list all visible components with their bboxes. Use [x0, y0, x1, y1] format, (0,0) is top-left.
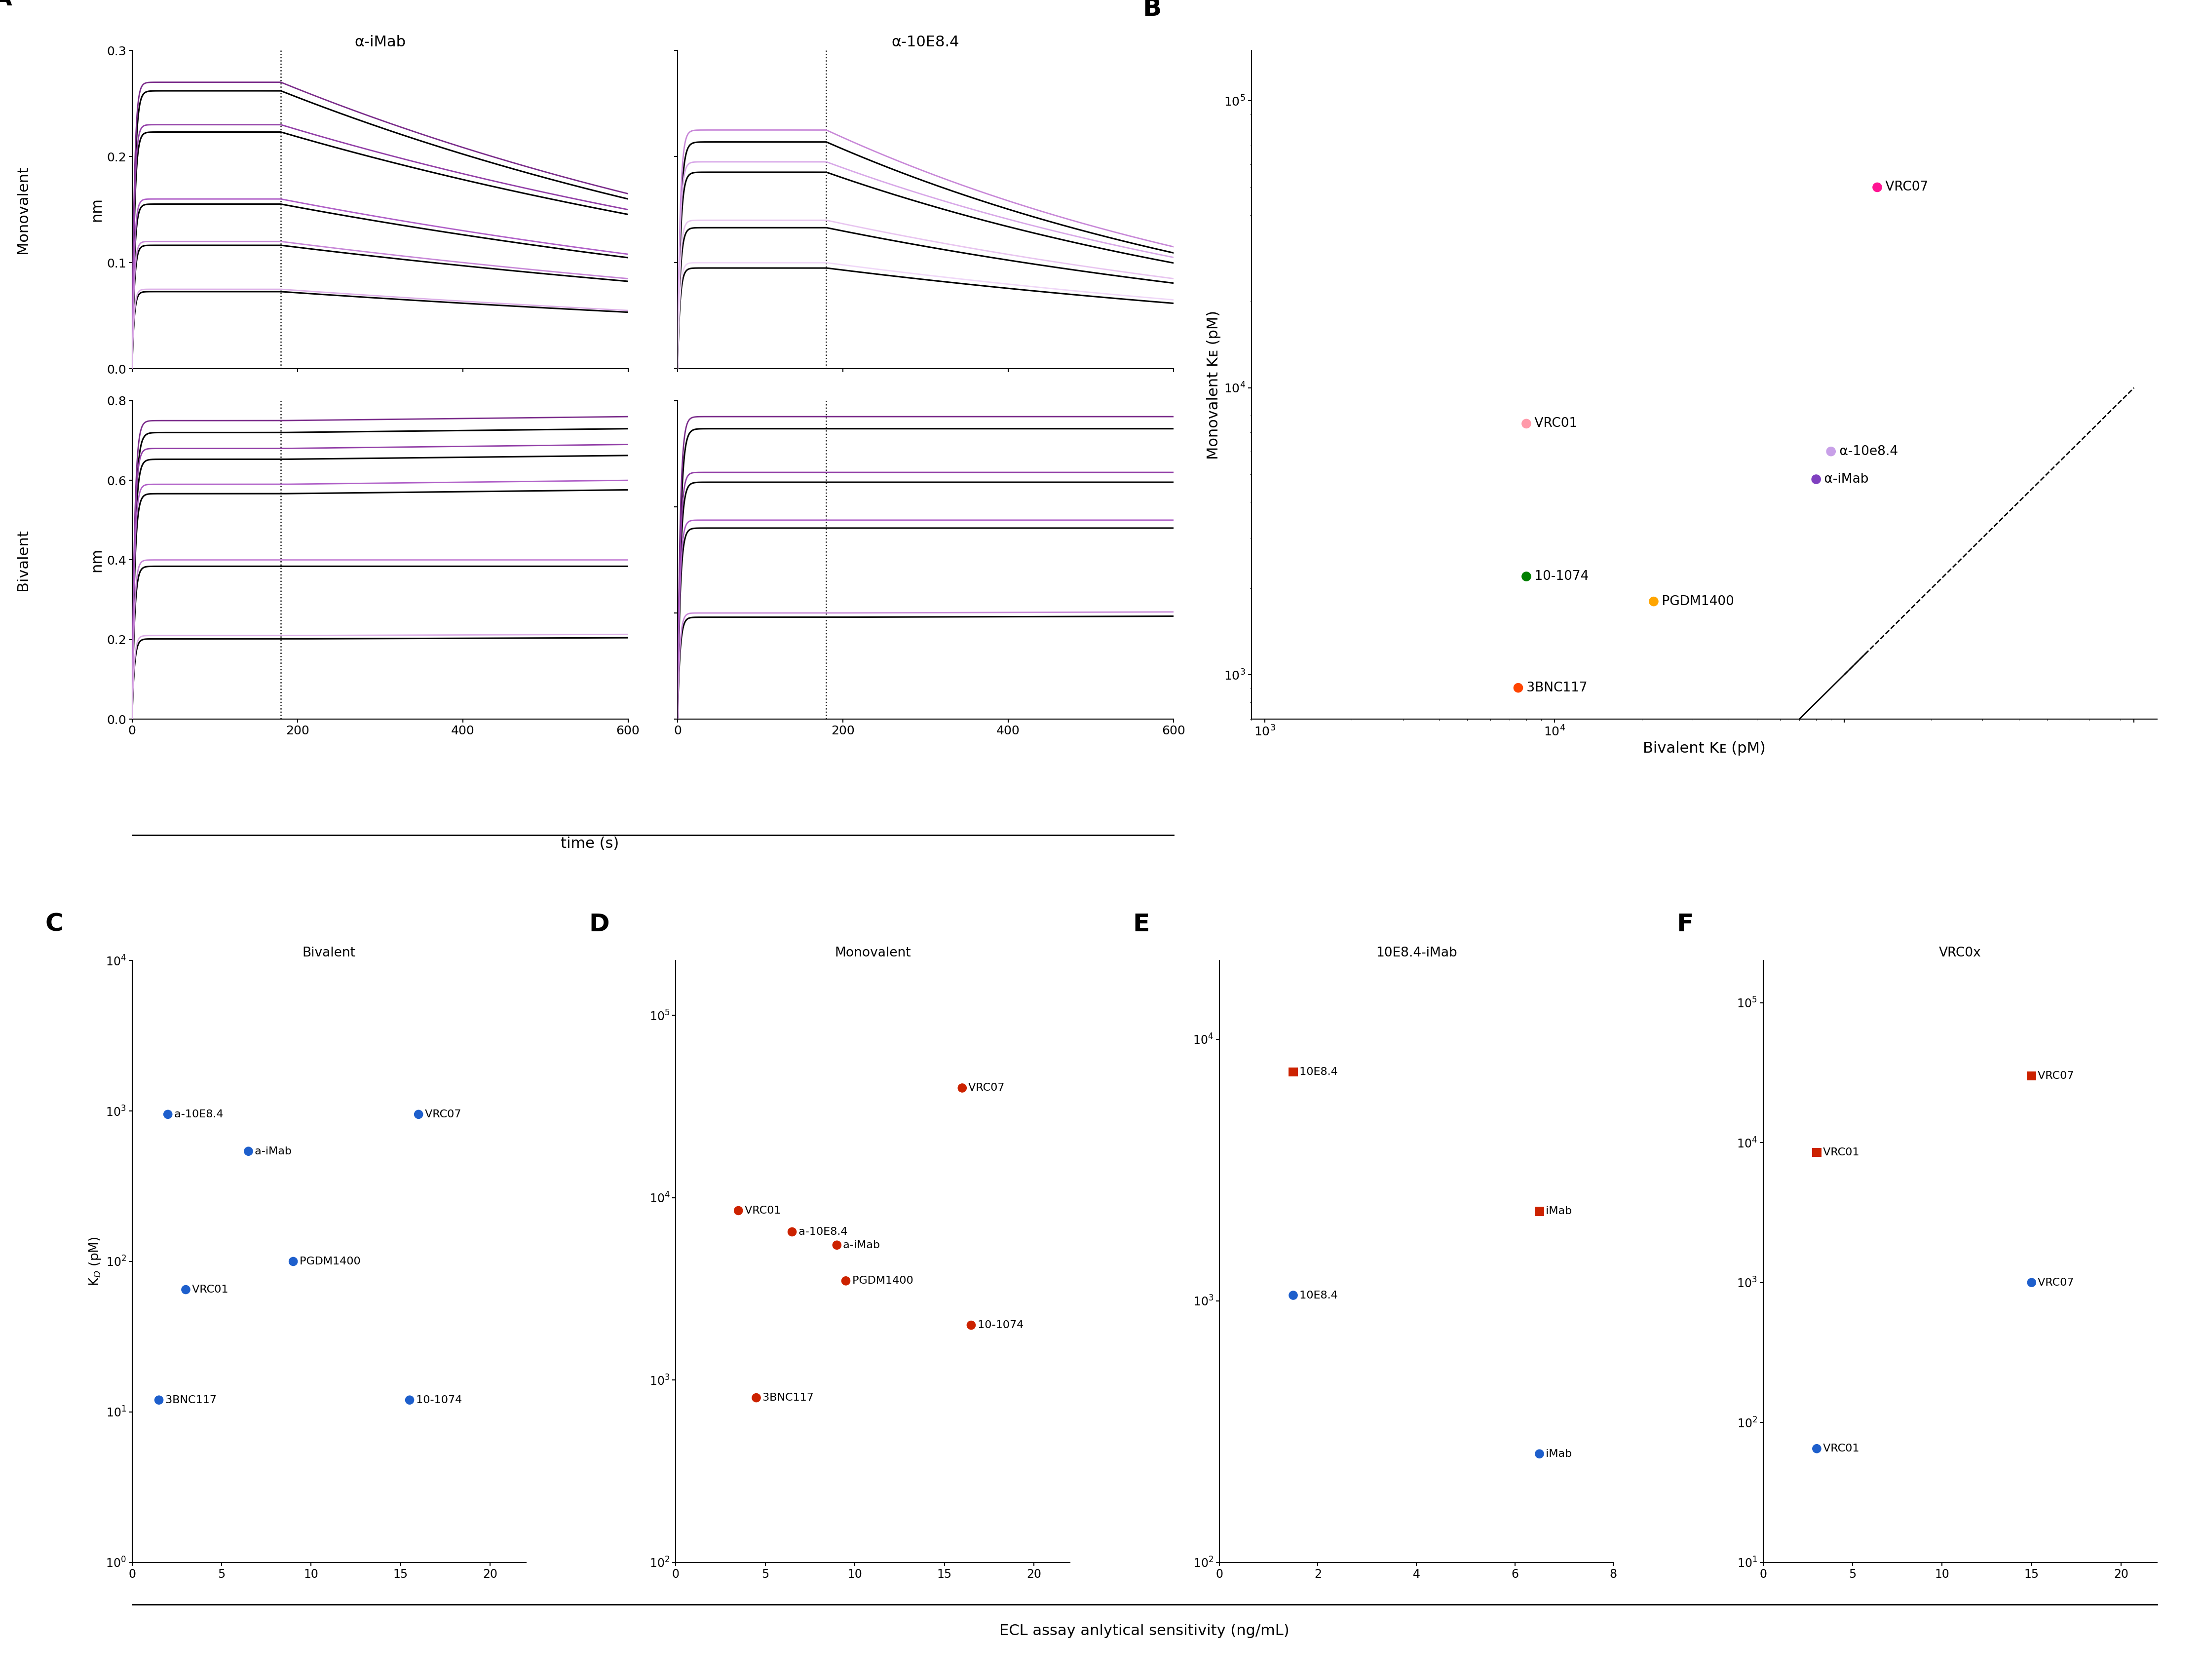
- Text: a-10E8.4: a-10E8.4: [172, 1109, 222, 1119]
- Text: D: D: [590, 912, 610, 936]
- Point: [740, 1384, 775, 1411]
- Text: PGDM1400: PGDM1400: [295, 1257, 361, 1267]
- Point: [2014, 1062, 2049, 1089]
- Text: 3BNC117: 3BNC117: [759, 1393, 814, 1403]
- Text: VRC07: VRC07: [964, 1084, 1004, 1094]
- Point: [1521, 1198, 1556, 1225]
- Y-axis label: K$_D$ (pM): K$_D$ (pM): [88, 1236, 103, 1287]
- Text: 3BNC117: 3BNC117: [161, 1394, 216, 1404]
- Text: F: F: [1677, 912, 1693, 936]
- Point: [1508, 563, 1543, 590]
- X-axis label: Bivalent Kᴇ (pM): Bivalent Kᴇ (pM): [1642, 741, 1765, 756]
- Point: [720, 1198, 755, 1225]
- Text: time (s): time (s): [561, 837, 618, 852]
- Point: [2014, 1268, 2049, 1295]
- Text: a-10E8.4: a-10E8.4: [795, 1226, 847, 1236]
- Title: Monovalent: Monovalent: [834, 946, 911, 959]
- Text: α-10e8.4: α-10e8.4: [1836, 445, 1897, 459]
- Title: α-10E8.4: α-10E8.4: [891, 35, 960, 49]
- Point: [392, 1386, 427, 1413]
- Point: [775, 1218, 810, 1245]
- Point: [141, 1386, 176, 1413]
- Text: B: B: [1142, 0, 1162, 20]
- Point: [401, 1100, 436, 1127]
- Text: α-iMab: α-iMab: [1820, 472, 1869, 486]
- Point: [1277, 1058, 1312, 1085]
- Title: Bivalent: Bivalent: [302, 946, 357, 959]
- Text: VRC01: VRC01: [1820, 1147, 1860, 1158]
- Text: PGDM1400: PGDM1400: [850, 1275, 913, 1285]
- Text: VRC01: VRC01: [742, 1206, 781, 1216]
- Text: 10E8.4: 10E8.4: [1296, 1290, 1338, 1300]
- Point: [953, 1312, 988, 1339]
- Text: 10-1074: 10-1074: [1530, 570, 1589, 583]
- Text: 10-1074: 10-1074: [412, 1394, 462, 1404]
- Point: [1798, 465, 1833, 492]
- Point: [1860, 173, 1895, 200]
- Point: [1501, 674, 1536, 701]
- Text: a-iMab: a-iMab: [251, 1146, 293, 1156]
- Point: [1798, 1139, 1833, 1166]
- Point: [231, 1137, 266, 1164]
- Title: 10E8.4-iMab: 10E8.4-iMab: [1376, 946, 1457, 959]
- Point: [944, 1075, 979, 1102]
- Text: E: E: [1134, 912, 1149, 936]
- Text: 3BNC117: 3BNC117: [1523, 682, 1587, 694]
- Title: VRC0x: VRC0x: [1939, 946, 1981, 959]
- Text: VRC07: VRC07: [420, 1109, 460, 1119]
- Point: [828, 1267, 863, 1294]
- Point: [1635, 588, 1671, 615]
- Text: VRC01: VRC01: [189, 1285, 229, 1295]
- Text: A: A: [0, 0, 13, 10]
- Text: C: C: [46, 912, 64, 936]
- Point: [1277, 1282, 1312, 1309]
- Point: [1814, 438, 1849, 465]
- Point: [150, 1100, 185, 1127]
- Text: VRC07: VRC07: [2034, 1070, 2073, 1080]
- Point: [819, 1231, 854, 1258]
- Point: [167, 1277, 202, 1304]
- Text: 10E8.4: 10E8.4: [1296, 1067, 1338, 1077]
- Text: VRC07: VRC07: [2034, 1277, 2073, 1287]
- Text: iMab: iMab: [1543, 1206, 1572, 1216]
- Y-axis label: Monovalent Kᴇ (pM): Monovalent Kᴇ (pM): [1206, 311, 1222, 459]
- Y-axis label: nm: nm: [90, 198, 103, 222]
- Text: iMab: iMab: [1543, 1448, 1572, 1458]
- Point: [275, 1248, 310, 1275]
- Text: VRC01: VRC01: [1530, 417, 1578, 430]
- Y-axis label: nm: nm: [90, 548, 103, 571]
- Text: a-iMab: a-iMab: [839, 1240, 880, 1250]
- Text: 10-1074: 10-1074: [973, 1320, 1023, 1331]
- Text: ECL assay anlytical sensitivity (ng/mL): ECL assay anlytical sensitivity (ng/mL): [999, 1623, 1290, 1638]
- Point: [1521, 1440, 1556, 1467]
- Text: VRC01: VRC01: [1820, 1443, 1860, 1453]
- Text: Monovalent: Monovalent: [15, 166, 31, 254]
- Point: [1508, 410, 1543, 437]
- Text: PGDM1400: PGDM1400: [1657, 595, 1734, 608]
- Point: [1798, 1435, 1833, 1462]
- Text: Bivalent: Bivalent: [15, 529, 31, 591]
- Text: VRC07: VRC07: [1882, 181, 1928, 193]
- Title: α-iMab: α-iMab: [354, 35, 405, 49]
